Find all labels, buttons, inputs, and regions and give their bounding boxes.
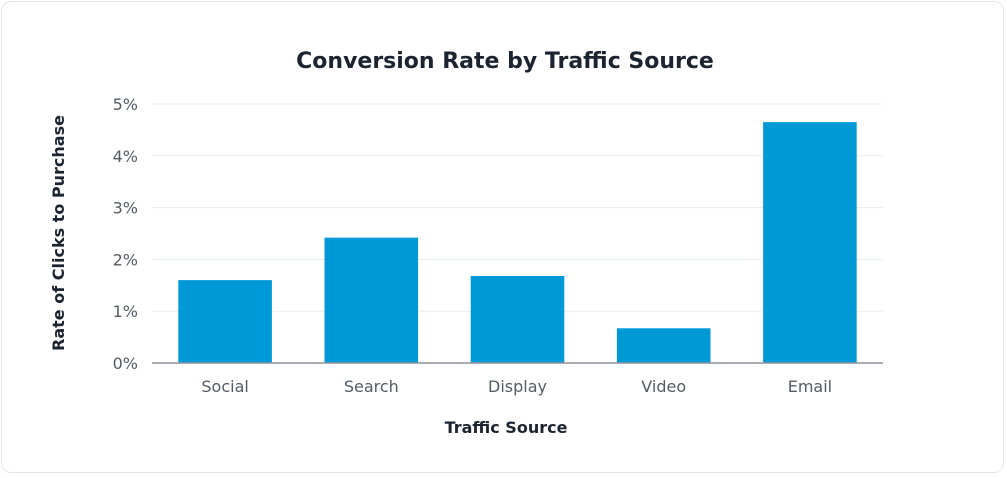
- bar-social: [178, 280, 272, 363]
- x-tick-label: Video: [641, 377, 686, 396]
- gridlines: [152, 103, 883, 312]
- x-tick-label: Search: [344, 377, 399, 396]
- x-axis-ticks: Social Search Display Video Email: [201, 377, 832, 396]
- bar-search: [324, 237, 419, 363]
- y-axis-ticks: 0% 1% 2% 3% 4% 5%: [113, 95, 138, 373]
- x-tick-label: Email: [788, 377, 832, 396]
- chart-title: Conversion Rate by Traffic Source: [296, 49, 714, 74]
- y-tick-label: 1%: [113, 302, 138, 321]
- y-tick-label: 3%: [113, 199, 138, 218]
- y-axis-title: Rate of Clicks to Purchase: [49, 115, 68, 351]
- y-tick-label: 2%: [113, 250, 138, 269]
- bar-display: [470, 275, 565, 363]
- y-tick-label: 0%: [113, 354, 138, 373]
- bar-video: [616, 328, 711, 363]
- y-tick-label: 4%: [113, 147, 138, 166]
- x-tick-label: Display: [488, 377, 547, 396]
- y-tick-label: 5%: [113, 95, 138, 114]
- bars: [178, 122, 857, 363]
- x-tick-label: Social: [201, 377, 248, 396]
- bar-email: [763, 122, 857, 363]
- x-axis-title: Traffic Source: [445, 418, 568, 437]
